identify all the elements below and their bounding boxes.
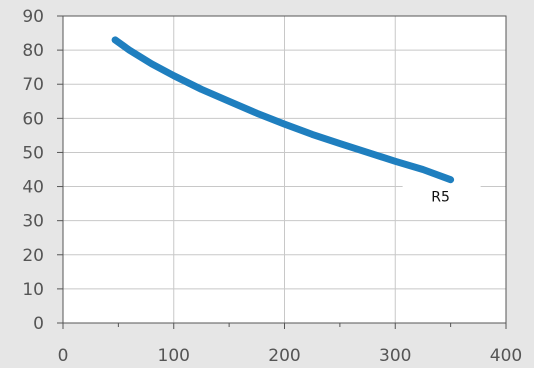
x-tick-label: 400	[490, 346, 522, 366]
grid-lines	[63, 16, 506, 323]
series-label-background	[402, 184, 481, 209]
y-tick-label: 70	[22, 75, 44, 95]
y-tick-label: 0	[33, 314, 44, 334]
y-tick-label: 60	[22, 109, 44, 129]
y-tick-label: 50	[22, 143, 44, 163]
series-line-r5	[111, 36, 455, 184]
y-tick-label: 20	[22, 246, 44, 266]
y-tick-label: 10	[22, 280, 44, 300]
y-tick-label: 90	[22, 7, 44, 27]
x-tick-label: 100	[158, 346, 190, 366]
series-label: R5	[431, 190, 450, 206]
y-axis-ticks: 0 10 20 30 40 50 60 70 80 90	[22, 7, 63, 334]
x-tick-label: 0	[58, 346, 69, 366]
series-labels: R5	[402, 184, 481, 209]
series-group	[111, 36, 455, 184]
y-tick-label: 80	[22, 41, 44, 61]
y-tick-label: 30	[22, 212, 44, 232]
x-tick-label: 200	[268, 346, 300, 366]
y-tick-label: 40	[22, 178, 44, 198]
x-tick-label: 300	[379, 346, 411, 366]
x-axis-ticks: 0 100 200 300 400	[58, 323, 522, 366]
